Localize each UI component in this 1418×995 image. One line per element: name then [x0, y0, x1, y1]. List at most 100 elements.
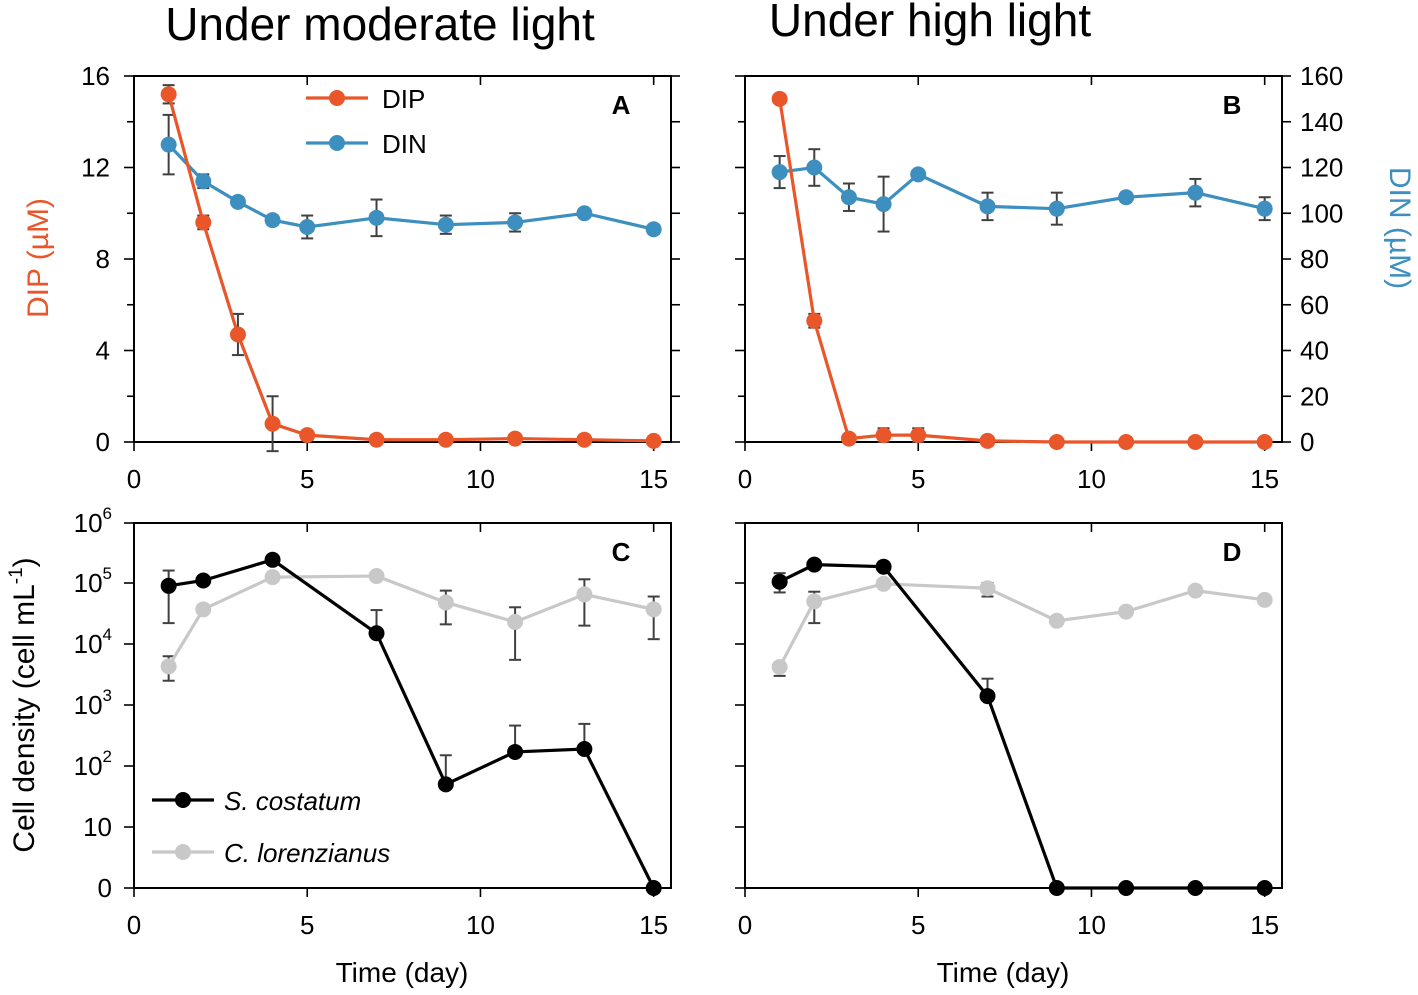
data-point-din-b [1048, 200, 1065, 217]
series-line-s-costatum-c [168, 558, 656, 889]
data-point-dip-b [1118, 434, 1135, 450]
din-axis-label: DIN (µM) [1383, 167, 1416, 289]
x-tick-label-c: 0 [127, 910, 141, 940]
data-point-c-lorenzianus-d [771, 658, 788, 675]
data-point-s-costatum-c [264, 551, 281, 568]
data-point-din-a [507, 214, 524, 231]
x-tick-label-b: 0 [738, 464, 752, 494]
data-point-din-a [195, 173, 212, 190]
log-tick-label: 10 [83, 812, 112, 842]
log-tick-label: 0 [98, 873, 112, 903]
data-point-s-costatum-d [1048, 880, 1065, 896]
x-axis-label-d: Time (day) [937, 957, 1070, 988]
title-moderate-light: Under moderate light [165, 0, 595, 50]
series-line-dip-a [167, 93, 654, 443]
legend-label-c-lorenzianus: C. lorenzianus [224, 838, 390, 868]
data-point-c-lorenzianus-c [645, 601, 662, 618]
title-high-light: Under high light [769, 0, 1091, 46]
dip-tick-label: 8 [96, 244, 110, 274]
data-point-dip-a [437, 431, 454, 448]
panel-label-b: B [1223, 90, 1242, 120]
data-point-dip-a [576, 431, 593, 448]
x-tick-label-c: 15 [639, 910, 668, 940]
cell-density-label-sup: -1 [6, 567, 27, 584]
x-tick-label-a: 15 [639, 464, 668, 494]
data-point-dip-b [875, 427, 892, 444]
data-point-dip-a [160, 86, 177, 103]
data-point-dip-a [299, 427, 316, 444]
log-tick-label: 105 [74, 564, 112, 598]
panel-label-d: D [1223, 537, 1242, 567]
data-point-din-b [840, 189, 857, 206]
din-tick-label: 100 [1300, 198, 1343, 228]
log-tick-label: 102 [74, 747, 112, 781]
log-tick-exponent: 5 [103, 564, 112, 583]
dip-tick-label: 16 [81, 61, 110, 91]
din-tick-label: 60 [1300, 290, 1329, 320]
data-point-dip-b [840, 430, 857, 447]
data-point-c-lorenzianus-c [437, 594, 454, 611]
din-tick-label: 0 [1300, 427, 1314, 457]
legend-marker-din [329, 135, 345, 151]
series-line-s-costatum-d [778, 563, 1265, 890]
log-tick-base: 10 [74, 568, 103, 598]
data-point-dip-b [1187, 434, 1204, 450]
panel-a-chart: 0 5 10 15 0 4 8 12 16 A DIP DIN [81, 61, 680, 494]
legend-label-din: DIN [382, 129, 427, 159]
series-line-din-b [779, 165, 1266, 211]
data-point-c-lorenzianus-d [806, 593, 823, 610]
panel-d-chart: 0 5 10 15 D [735, 522, 1283, 940]
data-point-s-costatum-d [1118, 880, 1135, 896]
legend-marker-c-lorenzianus [175, 844, 191, 860]
data-point-s-costatum-d [1256, 880, 1273, 896]
din-tick-label: 140 [1300, 107, 1343, 137]
data-point-din-a [368, 209, 385, 226]
data-point-dip-a [507, 430, 524, 447]
x-tick-label-a: 0 [127, 464, 141, 494]
data-point-din-a [645, 221, 662, 238]
log-tick-exponent: 4 [103, 625, 112, 644]
data-point-din-b [910, 166, 927, 183]
data-point-dip-b [1048, 434, 1065, 450]
dip-tick-label: 0 [96, 427, 110, 457]
legend-marker-s-costatum [175, 792, 191, 808]
series-line-dip-b [778, 98, 1265, 444]
data-point-c-lorenzianus-d [1187, 582, 1204, 599]
series-line-din-a [167, 143, 655, 231]
x-tick-label-a: 5 [300, 464, 314, 494]
data-point-s-costatum-d [979, 688, 996, 705]
log-tick-exponent: 2 [103, 747, 112, 766]
legend-label-s-costatum: S. costatum [224, 786, 361, 816]
cell-density-label-close: ) [8, 557, 41, 567]
data-point-s-costatum-c [160, 577, 177, 594]
log-tick-base: 10 [74, 751, 103, 781]
data-point-s-costatum-c [576, 740, 593, 757]
data-point-din-b [1187, 184, 1204, 201]
x-tick-label-b: 5 [911, 464, 925, 494]
log-tick-base: 10 [74, 629, 103, 659]
data-point-din-b [979, 198, 996, 215]
dip-tick-label: 4 [96, 336, 110, 366]
x-tick-label-d: 5 [911, 910, 925, 940]
data-point-s-costatum-d [875, 558, 892, 575]
x-tick-label-d: 10 [1077, 910, 1106, 940]
data-point-s-costatum-d [806, 556, 823, 573]
data-point-c-lorenzianus-c [368, 568, 385, 585]
plot-frame-b [744, 75, 1283, 443]
log-tick-base: 10 [74, 508, 103, 538]
log-tick-label: 103 [74, 686, 112, 720]
data-point-dip-b [771, 90, 788, 107]
panel-label-a: A [612, 90, 631, 120]
data-point-dip-b [979, 432, 996, 449]
data-point-din-a [229, 193, 246, 210]
data-point-s-costatum-c [437, 776, 454, 793]
data-point-din-a [264, 212, 281, 229]
data-point-c-lorenzianus-d [1048, 612, 1065, 629]
data-point-dip-b [910, 427, 927, 444]
legend-label-dip: DIP [382, 84, 425, 114]
series-line-c-lorenzianus-c [167, 574, 655, 668]
data-point-c-lorenzianus-c [160, 658, 177, 675]
panel-label-c: C [612, 537, 631, 567]
